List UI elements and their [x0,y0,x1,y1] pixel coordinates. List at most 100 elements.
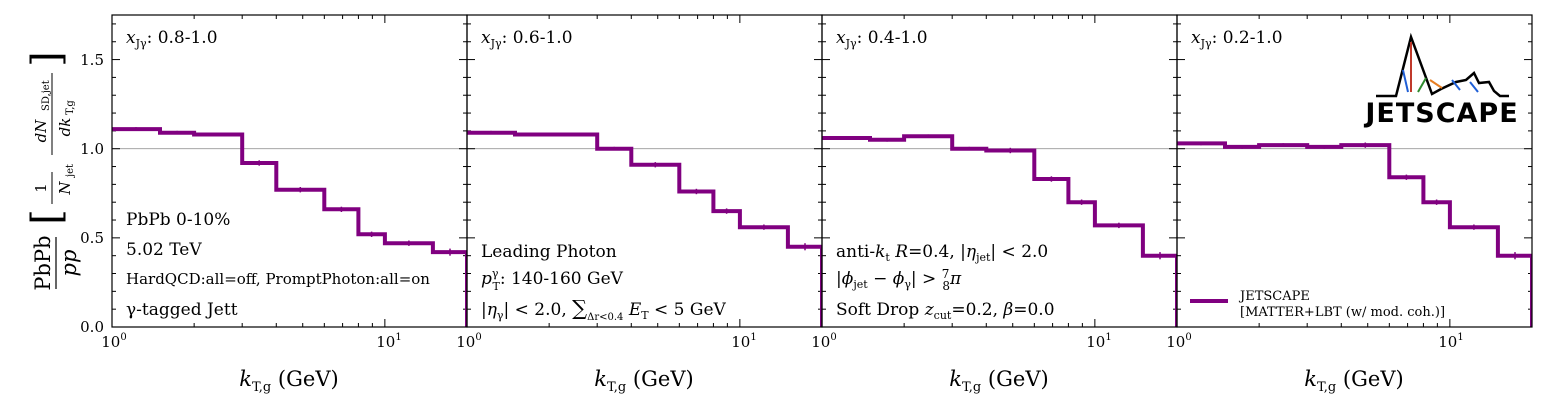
data-point [762,225,766,229]
x-tick-label-1e1: 101 [1086,332,1111,351]
series-step-line [112,127,467,327]
panel-xjg-0.4-1.0: xJγ: 0.4-1.0 anti-kt R=0.4, |ηjet| < 2.0… [811,14,1178,395]
data-point [724,209,729,213]
data-point [694,189,699,194]
data-point [612,146,616,151]
data-point [653,163,658,167]
annotation-energy: 5.02 TeV [126,240,202,260]
y-tick-label-1: 0.5 [80,229,104,247]
y-label-dk-sub: T,g [65,100,76,115]
x-axis-label: kT,g (GeV) [1304,367,1403,395]
legend-sublabel: [MATTER+LBT (w/ mod. coh.)] [1240,305,1445,320]
data-point [369,232,374,237]
panel-label-2: xJγ: 0.6-1.0 [481,28,573,50]
series-jetscape [1177,141,1532,327]
annotation-photon-pt: pγ T: 140-160 GeV [481,267,624,293]
data-point [216,132,220,137]
data-point [1434,200,1439,204]
x-tick-label-1e0: 100 [811,332,836,351]
logo-green-line [1417,77,1427,93]
y-label-njet: N [56,181,74,196]
data-point [844,136,848,140]
data-point [1240,145,1244,149]
y-tick-label-0: 0.0 [80,318,104,336]
y-label-bracket-close: ] [24,51,70,67]
series-jetscape [822,134,1177,327]
logo-blue-line [1402,69,1409,93]
data-point [1079,200,1084,204]
data-point [967,146,971,151]
x-axis-label: kT,g (GeV) [239,367,338,395]
logo-blue-line-3 [1469,81,1479,93]
data-point [1117,223,1121,228]
x-tick-label-1e1: 101 [731,332,756,351]
data-point [1199,141,1203,146]
y-label-dn: dN [32,119,50,143]
x-tick-label-1e0: 100 [1166,332,1191,351]
data-point [1322,145,1326,149]
annotation-leading-photon: Leading Photon [481,242,617,262]
y-label-dk: dk [56,118,74,137]
data-point [1404,175,1409,179]
data-point [407,241,411,245]
y-label-pbpb: PbPb [31,235,55,290]
y-label-dn-sub: SD,jet [41,80,52,111]
axis-ticks [1176,15,1533,328]
series-step-line [822,134,1177,327]
x-axis-label: kT,g (GeV) [949,367,1048,395]
annotation-photon-isolation: |ηγ| < 2.0, ∑Δr<0.4 ET < 5 GeV [481,296,727,323]
logo-orange-line [1429,79,1443,89]
panel-label-4: xJγ: 0.2-1.0 [1191,28,1283,50]
series-step-line [1177,141,1532,327]
data-point [1049,177,1054,181]
data-point [530,132,534,137]
data-point [571,132,575,137]
data-point [803,245,807,249]
y-axis-label: PbPb pp [ 1 N jet dN SD,jet dk T,g ] [24,51,81,290]
y-label-pp: pp [57,250,81,277]
y-tick-labels: 0.0 0.5 1.0 1.5 [80,51,104,336]
annotation-soft-drop: Soft Drop zcut=0.2, β=0.0 [836,300,1055,322]
panel-xjg-0.8-1.0: xJγ: 0.8-1.0 PbPb 0-10% 5.02 TeV HardQCD… [101,14,468,395]
annotation-back-to-back: |ϕjet − ϕγ| > 7 8π [836,267,962,293]
jetscape-logo: JETSCAPE [1363,32,1518,129]
data-point [257,161,262,165]
series-jetscape [112,127,467,327]
logo-mountain-outline [1376,32,1509,98]
data-point [339,207,344,212]
panel-xjg-0.2-1.0: xJγ: 0.2-1.0 100 101 kT,g (GeV) JETSCAPE… [1166,14,1533,395]
x-tick-label-1e1: 101 [1438,332,1463,351]
data-point [448,250,452,254]
y-label-bracket-open: [ [24,209,70,225]
legend: JETSCAPE [MATTER+LBT (w/ mod. coh.)] [1190,289,1445,320]
legend-label: JETSCAPE [1238,289,1310,304]
data-point [134,127,138,131]
annotation-pythia-settings: HardQCD:all=off, PromptPhoton:all=on [126,270,430,288]
data-point [885,138,889,142]
y-tick-label-3: 1.5 [80,51,104,69]
y-label-njet-sub: jet [65,164,76,178]
data-point [1472,225,1476,229]
data-point [489,130,493,135]
data-point [175,130,179,135]
series-jetscape [467,130,822,327]
y-tick-label-2: 1.0 [80,140,104,158]
panel-label-1: xJγ: 0.8-1.0 [126,28,218,50]
x-tick-label-1e0: 100 [101,332,126,351]
series-step-line [467,130,822,327]
data-point [1363,143,1368,147]
y-label-one: 1 [32,183,50,193]
data-point [298,187,303,192]
logo-blue-line-2 [1451,79,1461,91]
x-tick-label-1e1: 101 [376,332,401,351]
panel-frame [1176,14,1533,328]
x-axis-label: kT,g (GeV) [594,367,693,395]
data-point [1513,253,1517,258]
data-point [1158,253,1162,258]
panel-xjg-0.6-1.0: xJγ: 0.6-1.0 Leading Photon pγ T: 140-160… [456,14,823,395]
data-point [1008,148,1013,153]
panel-label-3: xJγ: 0.4-1.0 [836,28,928,50]
data-point [926,134,930,138]
logo-text: JETSCAPE [1363,98,1518,129]
